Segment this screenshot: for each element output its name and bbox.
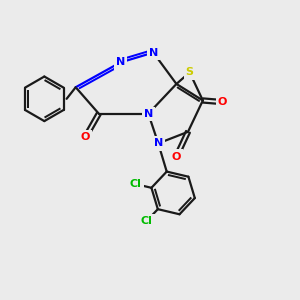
Text: N: N: [144, 109, 153, 119]
Text: O: O: [81, 132, 90, 142]
Text: N: N: [149, 48, 158, 58]
Text: Cl: Cl: [141, 216, 153, 226]
Text: N: N: [154, 138, 163, 148]
Text: S: S: [186, 68, 194, 77]
Text: Cl: Cl: [130, 179, 142, 189]
Text: O: O: [218, 97, 227, 107]
Text: N: N: [116, 58, 125, 68]
Text: O: O: [172, 152, 181, 162]
